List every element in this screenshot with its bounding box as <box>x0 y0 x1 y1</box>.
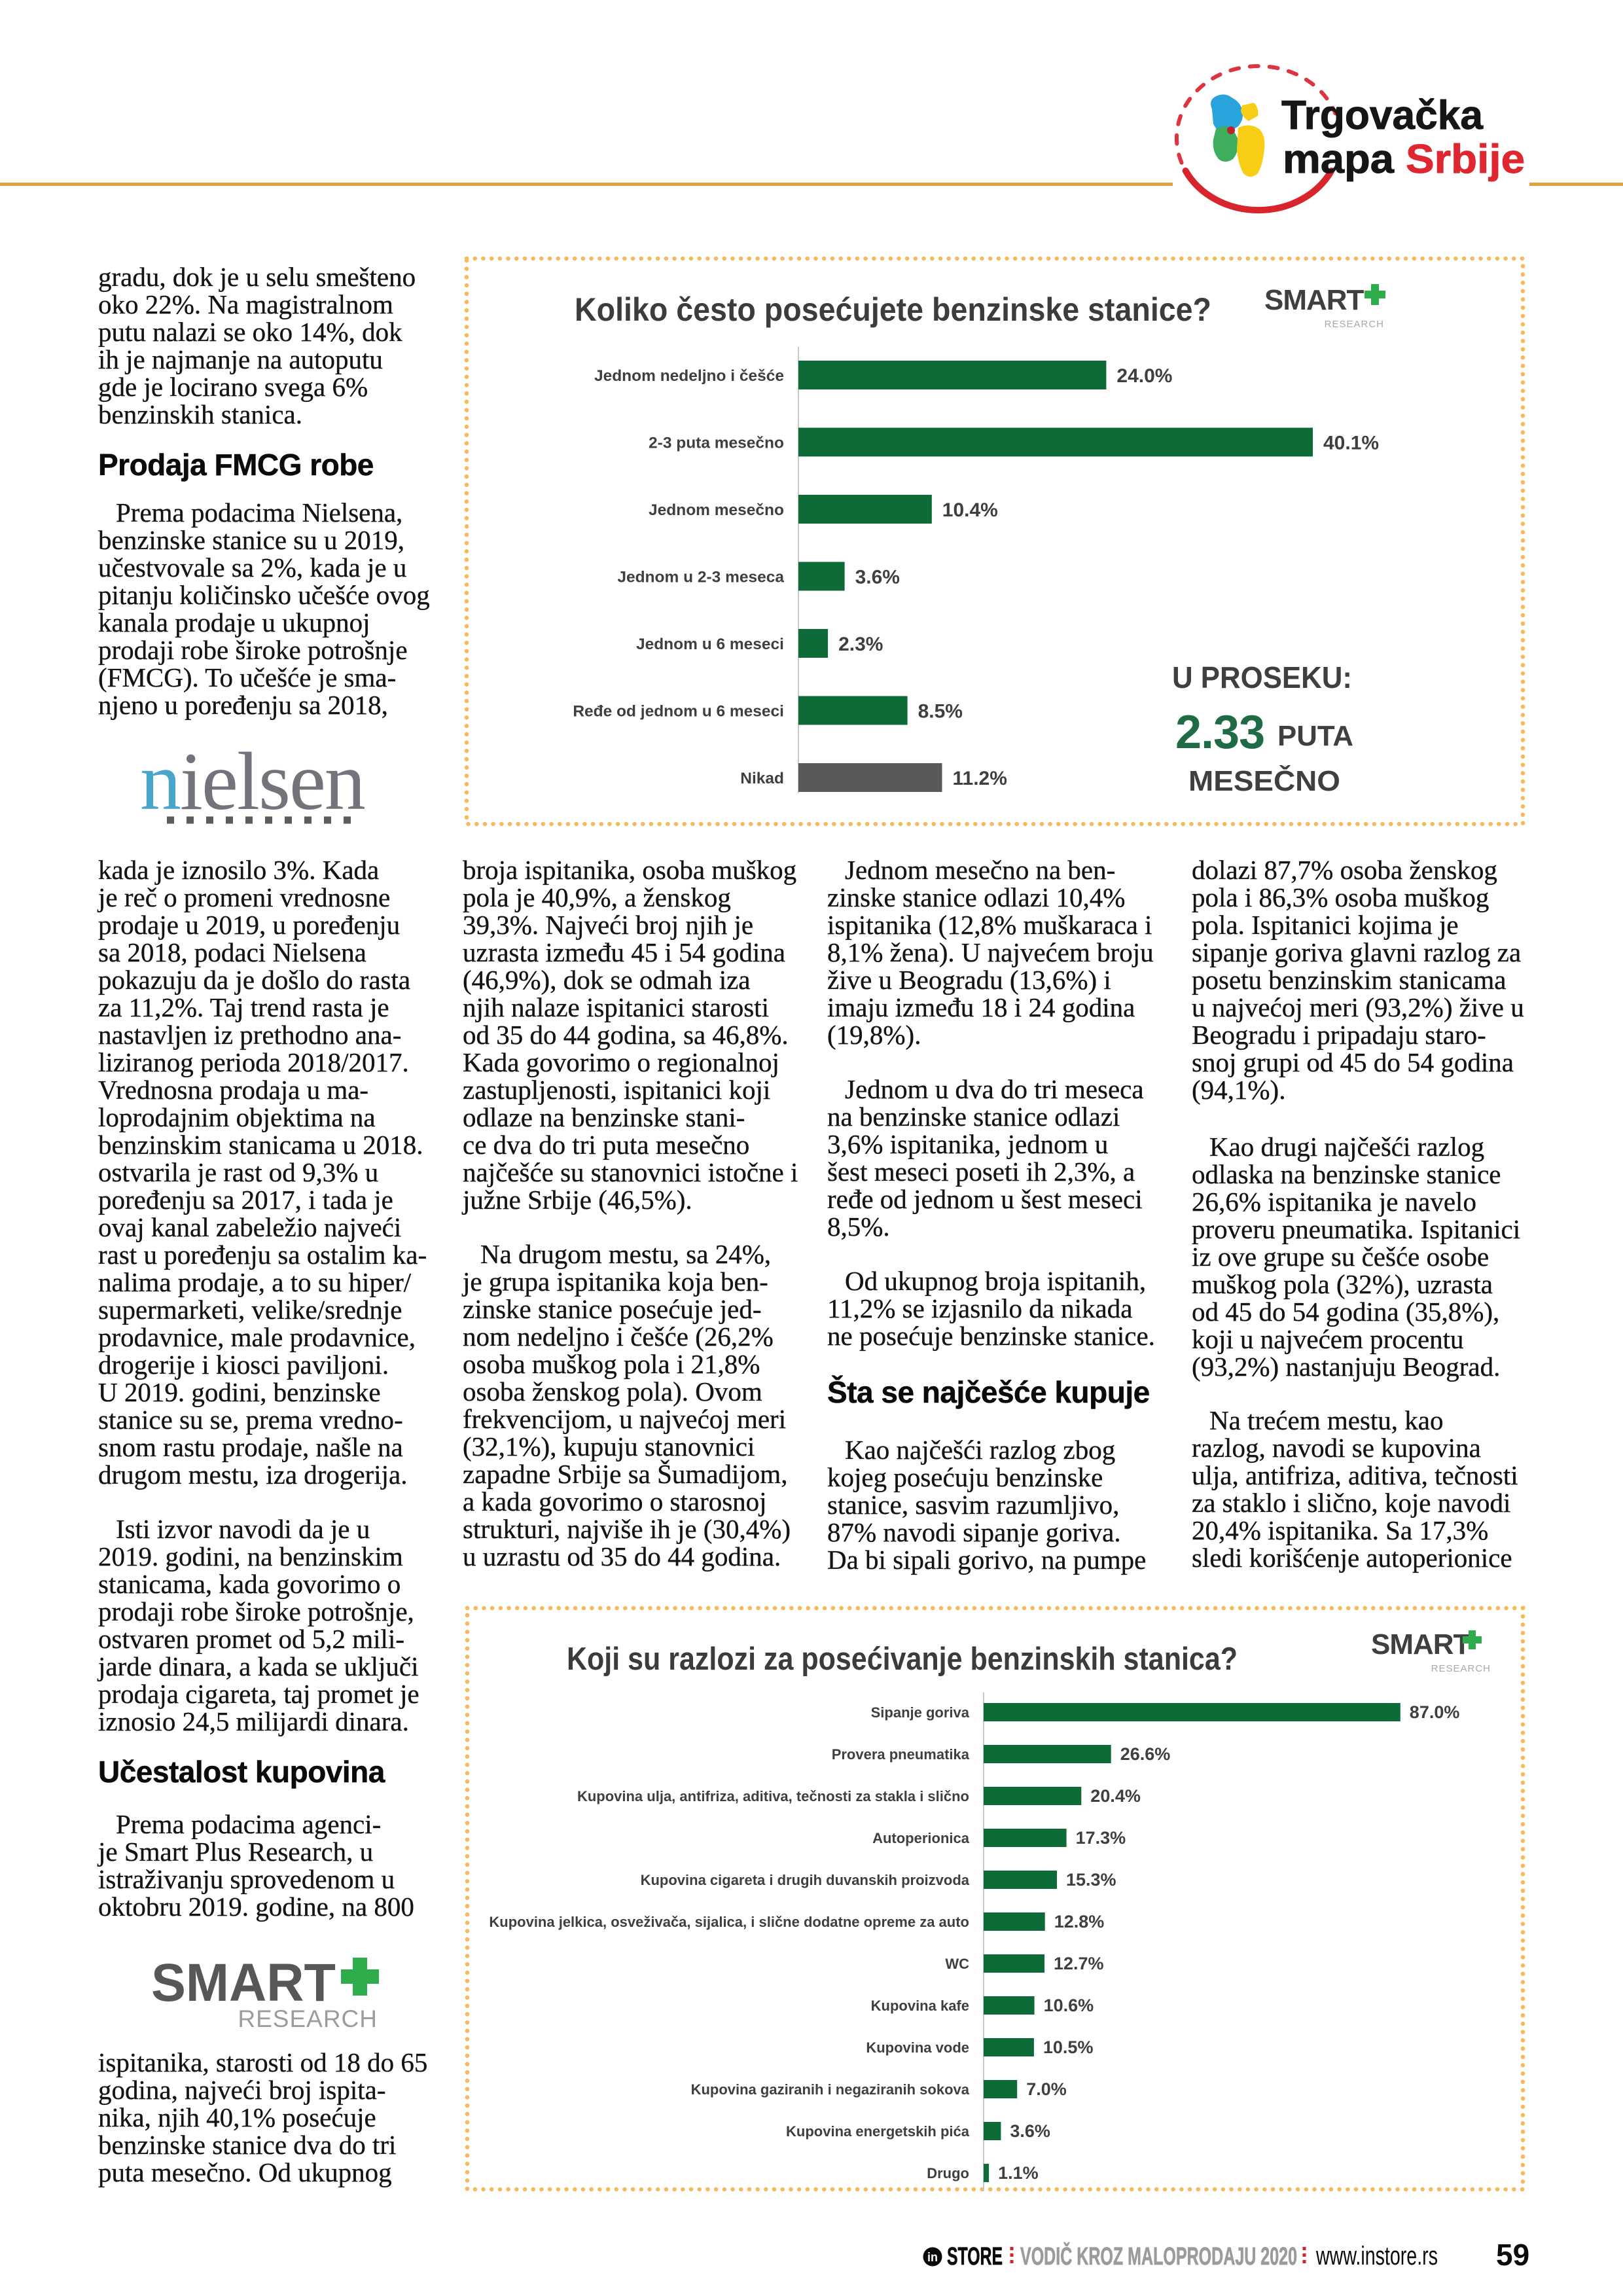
svg-text:10.6%: 10.6% <box>1044 1996 1094 2015</box>
svg-text:Sipanje goriva: Sipanje goriva <box>871 1704 970 1721</box>
svg-text:3.6%: 3.6% <box>855 567 900 588</box>
svg-text:Kupovina vode: Kupovina vode <box>866 2039 969 2056</box>
svg-text:PUTA: PUTA <box>1277 720 1353 752</box>
svg-text:SMART: SMART <box>1264 284 1364 316</box>
svg-text:Kupovina energetskih pića: Kupovina energetskih pića <box>786 2123 970 2140</box>
svg-text:RESEARCH: RESEARCH <box>1431 1663 1491 1674</box>
svg-text:Kupovina cigareta i drugih duv: Kupovina cigareta i drugih duvanskih pro… <box>641 1872 970 1888</box>
svg-text:Jednom u 6 meseci: Jednom u 6 meseci <box>636 636 784 653</box>
svg-text:3.6%: 3.6% <box>1010 2121 1050 2141</box>
svg-text:40.1%: 40.1% <box>1323 433 1379 454</box>
svg-text:8.5%: 8.5% <box>918 701 963 723</box>
svg-text:mapa: mapa <box>1283 137 1395 182</box>
svg-text:in: in <box>927 2251 938 2265</box>
svg-text:nielsen: nielsen <box>140 736 365 827</box>
svg-text:Ređe od jednom u 6 meseci: Ređe od jednom u 6 meseci <box>573 703 784 721</box>
svg-text:Drugo: Drugo <box>927 2165 969 2181</box>
svg-text:1.1%: 1.1% <box>998 2163 1039 2183</box>
svg-text:59: 59 <box>1496 2238 1529 2272</box>
svg-text:26.6%: 26.6% <box>1120 1744 1171 1764</box>
svg-text:Kupovina gaziranih i negaziran: Kupovina gaziranih i negaziranih sokova <box>691 2081 970 2098</box>
svg-text:www.instore.rs: www.instore.rs <box>1315 2242 1438 2270</box>
svg-text:Koji su razlozi za posećivanje: Koji su razlozi za posećivanje benzinski… <box>567 1641 1238 1677</box>
svg-text:SMART: SMART <box>151 1953 336 2013</box>
svg-text:15.3%: 15.3% <box>1066 1870 1116 1890</box>
svg-text:Jednom nedeljno i češće: Jednom nedeljno i češće <box>594 367 784 385</box>
svg-text:Autoperionica: Autoperionica <box>872 1830 970 1846</box>
svg-text:10.5%: 10.5% <box>1043 2037 1094 2057</box>
svg-text:RESEARCH: RESEARCH <box>1325 319 1384 330</box>
svg-text:MESEČNO: MESEČNO <box>1188 764 1340 797</box>
svg-text:Kupovina jelkica, osveživača,: Kupovina jelkica, osveživača, sijalica, … <box>489 1914 969 1930</box>
svg-text:20.4%: 20.4% <box>1090 1786 1141 1806</box>
svg-text:Srbije: Srbije <box>1406 137 1525 182</box>
svg-text:7.0%: 7.0% <box>1026 2079 1067 2099</box>
svg-text:12.7%: 12.7% <box>1054 1954 1104 1973</box>
svg-text:2-3 puta mesečno: 2-3 puta mesečno <box>649 435 784 452</box>
svg-text:10.4%: 10.4% <box>942 499 998 521</box>
svg-text:24.0%: 24.0% <box>1116 365 1172 387</box>
svg-text:Koliko često posećujete benzin: Koliko često posećujete benzinske stanic… <box>575 291 1211 328</box>
svg-text:2.3%: 2.3% <box>838 634 883 655</box>
svg-text:Trgovačka: Trgovačka <box>1281 93 1484 138</box>
svg-text:12.8%: 12.8% <box>1054 1912 1105 1931</box>
svg-text:RESEARCH: RESEARCH <box>238 2005 378 2032</box>
svg-text:SMART: SMART <box>1371 1628 1471 1660</box>
svg-text:U PROSEKU:: U PROSEKU: <box>1172 660 1352 694</box>
svg-text:17.3%: 17.3% <box>1076 1828 1126 1848</box>
svg-text:2.33: 2.33 <box>1175 706 1264 759</box>
svg-text:11.2%: 11.2% <box>953 768 1007 789</box>
svg-text:Kupovina kafe: Kupovina kafe <box>871 1998 969 2014</box>
svg-text:87.0%: 87.0% <box>1410 1702 1460 1722</box>
svg-text:Nikad: Nikad <box>740 770 784 787</box>
svg-text:Provera pneumatika: Provera pneumatika <box>832 1746 970 1763</box>
svg-text:Kupovina ulja, antifriza, adit: Kupovina ulja, antifriza, aditiva, tečno… <box>577 1788 969 1804</box>
svg-text:VODIČ KROZ MALOPRODAJU 2020: VODIČ KROZ MALOPRODAJU 2020 <box>1020 2241 1297 2270</box>
svg-text:STORE: STORE <box>947 2243 1003 2270</box>
svg-text:WC: WC <box>945 1956 969 1972</box>
svg-text:Jednom u 2-3 meseca: Jednom u 2-3 meseca <box>617 569 784 586</box>
svg-text:Jednom mesečno: Jednom mesečno <box>649 501 784 519</box>
